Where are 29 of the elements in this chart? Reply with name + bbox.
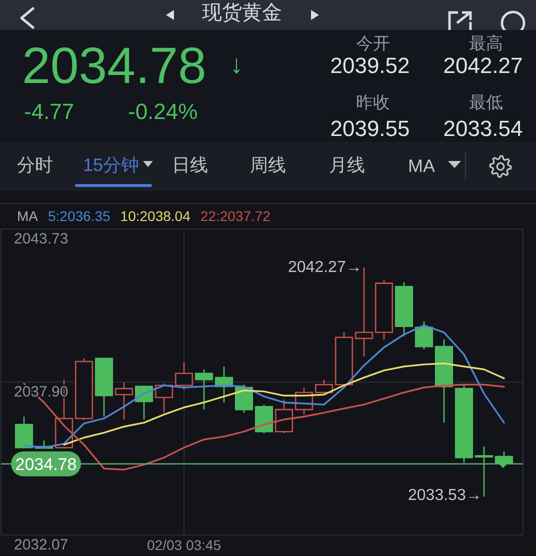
legend-title: MA: [17, 208, 38, 224]
text: 2033.54: [443, 116, 523, 141]
text: 最低: [469, 93, 503, 112]
text: 5:2036.35: [48, 208, 110, 224]
text: 日线: [172, 155, 208, 175]
text: -4.77: [24, 99, 74, 124]
annotation: 2033.53→: [408, 487, 482, 504]
text: 分时: [17, 155, 53, 175]
text: 周线: [250, 155, 286, 175]
text: -0.24%: [128, 99, 198, 124]
annotation: 2042.27→: [288, 259, 362, 276]
x-tick-label: 02/03 03:45: [147, 537, 222, 553]
text: 昨收: [356, 93, 390, 112]
text: 最高: [469, 34, 503, 53]
text: 2034.78: [22, 37, 206, 94]
ref-line-label: 2034.78: [15, 454, 77, 474]
text: 2042.27: [443, 53, 523, 78]
text: 10:2038.04: [120, 208, 190, 224]
text: 今开: [356, 34, 390, 53]
text: MA: [408, 156, 435, 176]
y-tick-label: 2043.73: [14, 230, 68, 248]
text: 22:2037.72: [200, 208, 270, 224]
y-tick-label: 2032.07: [14, 536, 68, 554]
chart-title: 现货黄金: [202, 2, 282, 24]
text: ↓: [230, 49, 243, 79]
text: 月线: [329, 155, 365, 175]
text: 2039.52: [330, 53, 410, 78]
text: 15分钟: [83, 155, 140, 175]
text: 2039.55: [330, 116, 410, 141]
